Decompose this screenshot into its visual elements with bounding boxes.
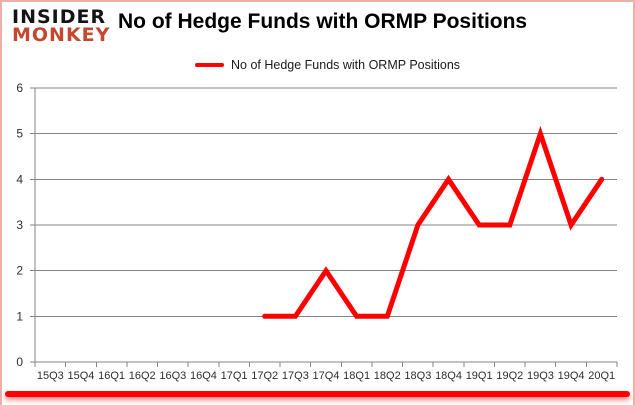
series-line (262, 125, 605, 319)
y-tick-label: 5 (16, 127, 23, 141)
x-tick-label: 19Q4 (558, 370, 585, 382)
x-tick-label: 18Q3 (404, 370, 431, 382)
y-tick-label: 2 (16, 264, 23, 278)
y-tick-label: 4 (16, 172, 23, 186)
x-tick-label: 17Q2 (251, 370, 278, 382)
y-tick-label: 0 (16, 355, 23, 369)
x-tick-label: 20Q1 (588, 370, 615, 382)
y-tick-label: 6 (16, 81, 23, 95)
x-tick-label: 16Q2 (129, 370, 156, 382)
logo-monkey: MONKEY (12, 24, 111, 46)
accent-bar (5, 391, 630, 397)
y-tick-label: 3 (16, 218, 23, 232)
x-tick-label: 19Q3 (527, 370, 554, 382)
y-tick-label: 1 (16, 309, 23, 323)
x-tick-label: 15Q3 (37, 370, 64, 382)
x-tick-label: 18Q4 (435, 370, 462, 382)
x-tick-label: 17Q3 (282, 370, 309, 382)
x-tick-label: 19Q1 (466, 370, 493, 382)
x-tick-label: 16Q3 (159, 370, 186, 382)
insider-monkey-logo: INSIDER MONKEY (12, 6, 111, 46)
x-tick-label: 17Q4 (313, 370, 340, 382)
chart-title: No of Hedge Funds with ORMP Positions (118, 10, 528, 33)
x-tick-label: 17Q1 (221, 370, 248, 382)
x-tick-label: 18Q2 (374, 370, 401, 382)
legend-label: No of Hedge Funds with ORMP Positions (231, 58, 461, 72)
x-tick-label: 19Q2 (496, 370, 523, 382)
legend-line-swatch (195, 63, 224, 67)
x-tick-label: 16Q1 (98, 370, 125, 382)
chart-legend: No of Hedge Funds with ORMP Positions (195, 58, 460, 72)
logo-insider: INSIDER (12, 6, 107, 28)
x-tick-label: 18Q1 (343, 370, 370, 382)
x-tick-label: 15Q4 (67, 370, 94, 382)
x-tick-label: 16Q4 (190, 370, 217, 382)
